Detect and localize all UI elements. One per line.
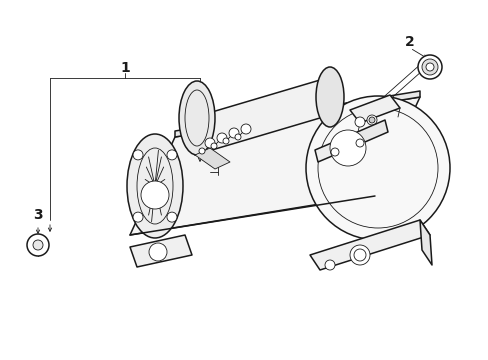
- Ellipse shape: [305, 96, 449, 240]
- Ellipse shape: [199, 148, 204, 154]
- Ellipse shape: [241, 124, 250, 134]
- Ellipse shape: [133, 212, 142, 222]
- Ellipse shape: [141, 181, 169, 209]
- Ellipse shape: [223, 138, 228, 144]
- Text: 3: 3: [33, 208, 43, 222]
- Ellipse shape: [355, 110, 399, 194]
- Polygon shape: [130, 97, 419, 235]
- Ellipse shape: [330, 148, 338, 156]
- Ellipse shape: [366, 115, 376, 125]
- Ellipse shape: [421, 59, 437, 75]
- Ellipse shape: [329, 130, 365, 166]
- Ellipse shape: [368, 117, 374, 123]
- Polygon shape: [349, 95, 399, 123]
- Ellipse shape: [166, 150, 177, 160]
- Ellipse shape: [228, 128, 239, 138]
- Ellipse shape: [33, 240, 43, 250]
- Polygon shape: [195, 148, 229, 169]
- Ellipse shape: [127, 134, 183, 238]
- Ellipse shape: [204, 138, 215, 148]
- Ellipse shape: [179, 81, 215, 155]
- Ellipse shape: [166, 212, 177, 222]
- Ellipse shape: [235, 134, 241, 140]
- Ellipse shape: [315, 67, 343, 127]
- Polygon shape: [419, 220, 431, 265]
- Ellipse shape: [425, 63, 433, 71]
- Polygon shape: [309, 220, 429, 270]
- Ellipse shape: [27, 234, 49, 256]
- Text: 1: 1: [120, 61, 130, 75]
- Polygon shape: [354, 120, 387, 145]
- Ellipse shape: [217, 133, 226, 143]
- Ellipse shape: [149, 243, 167, 261]
- Ellipse shape: [354, 117, 364, 127]
- Polygon shape: [175, 91, 419, 137]
- Ellipse shape: [325, 260, 334, 270]
- Ellipse shape: [355, 139, 363, 147]
- Ellipse shape: [417, 55, 441, 79]
- Ellipse shape: [349, 245, 369, 265]
- Polygon shape: [314, 133, 357, 162]
- Ellipse shape: [210, 143, 217, 149]
- Ellipse shape: [133, 150, 142, 160]
- Polygon shape: [184, 80, 329, 155]
- Text: 2: 2: [404, 35, 414, 49]
- Polygon shape: [130, 235, 192, 267]
